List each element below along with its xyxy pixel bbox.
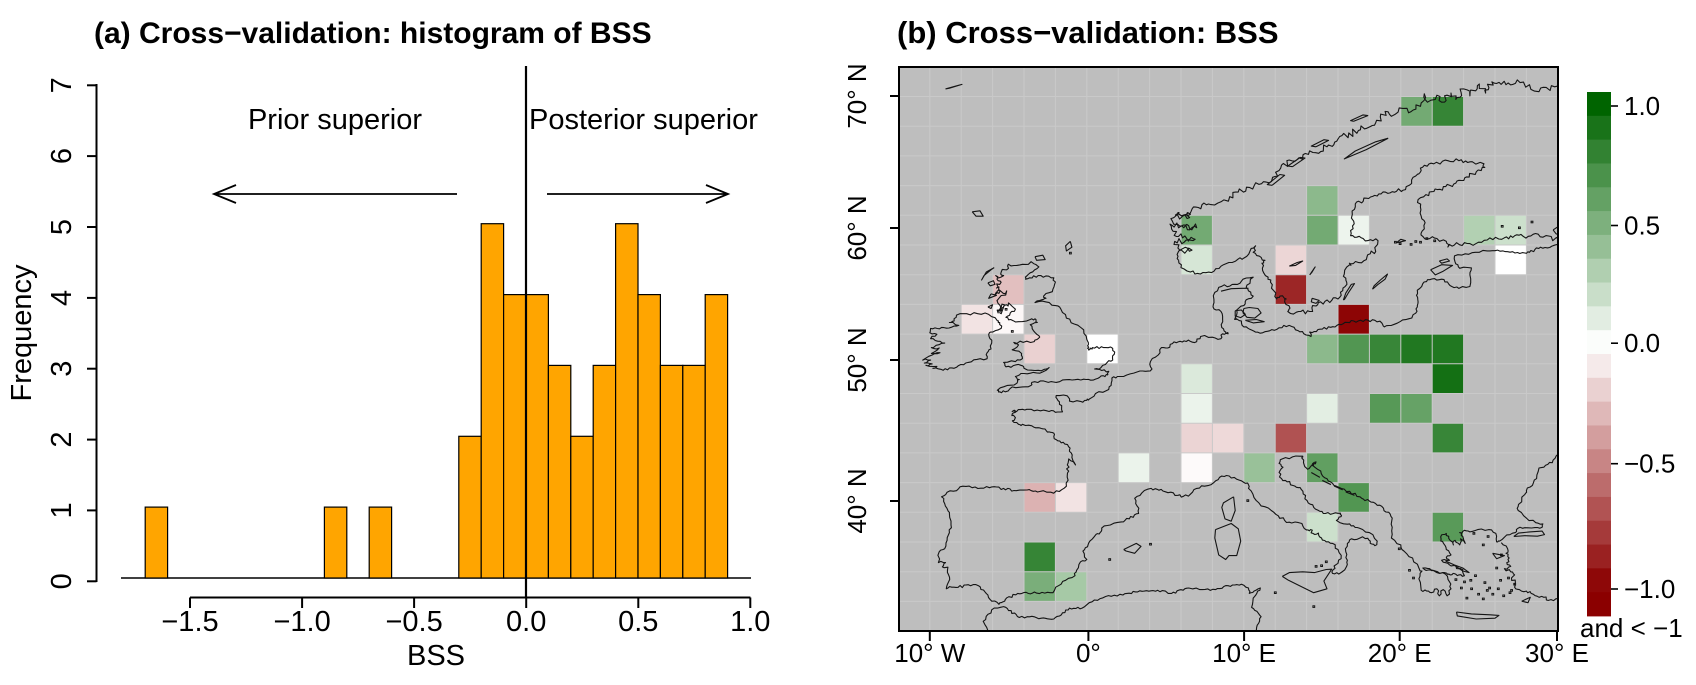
svg-text:and < −1: and < −1 — [1580, 613, 1683, 643]
svg-text:50° N: 50° N — [842, 327, 872, 392]
svg-text:1.0: 1.0 — [1624, 91, 1660, 121]
svg-text:7: 7 — [46, 77, 78, 93]
svg-text:0.5: 0.5 — [1624, 211, 1660, 241]
svg-text:4: 4 — [46, 290, 78, 306]
svg-text:60° N: 60° N — [842, 195, 872, 260]
svg-text:−1.0: −1.0 — [273, 606, 330, 638]
svg-text:0.0: 0.0 — [506, 606, 546, 638]
svg-text:1: 1 — [46, 502, 78, 518]
svg-text:0°: 0° — [1076, 638, 1101, 668]
svg-text:2: 2 — [46, 432, 78, 448]
svg-text:0.5: 0.5 — [618, 606, 658, 638]
svg-text:Posterior superior: Posterior superior — [529, 104, 758, 136]
svg-text:6: 6 — [46, 148, 78, 164]
svg-text:Prior superior: Prior superior — [248, 104, 422, 136]
svg-text:10° E: 10° E — [1212, 638, 1276, 668]
svg-text:(a) Cross−validation: histogra: (a) Cross−validation: histogram of BSS — [94, 17, 652, 50]
svg-text:5: 5 — [46, 219, 78, 235]
svg-text:70° N: 70° N — [842, 63, 872, 128]
svg-text:−0.5: −0.5 — [385, 606, 442, 638]
svg-text:−1.0: −1.0 — [1624, 574, 1675, 604]
svg-text:0.0: 0.0 — [1624, 328, 1660, 358]
svg-text:10° W: 10° W — [894, 638, 966, 668]
svg-text:0: 0 — [46, 573, 78, 589]
svg-text:3: 3 — [46, 361, 78, 377]
svg-text:−1.5: −1.5 — [161, 606, 218, 638]
svg-text:30° E: 30° E — [1525, 638, 1589, 668]
svg-text:−0.5: −0.5 — [1624, 449, 1675, 479]
svg-text:BSS: BSS — [407, 640, 465, 672]
svg-text:40° N: 40° N — [842, 468, 872, 533]
svg-text:Frequency: Frequency — [6, 264, 38, 402]
svg-text:20° E: 20° E — [1368, 638, 1432, 668]
svg-text:(b) Cross−validation: BSS: (b) Cross−validation: BSS — [897, 15, 1279, 50]
svg-text:1.0: 1.0 — [730, 606, 770, 638]
